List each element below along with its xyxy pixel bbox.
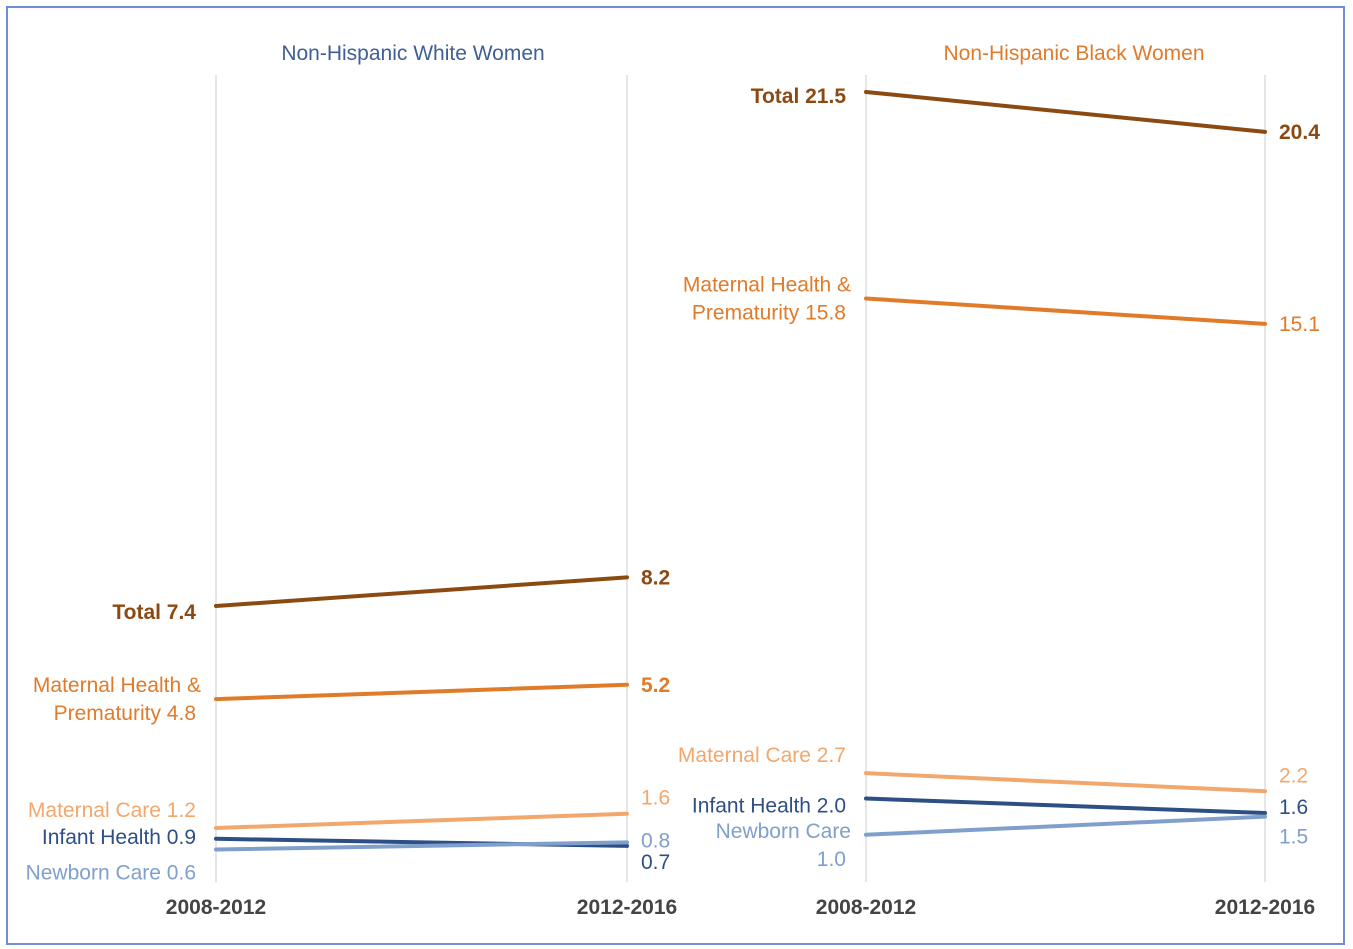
end-label-black-women-infant-health: 1.6: [1279, 796, 1308, 819]
category-label-white-women-0: 2008-2012: [166, 896, 266, 919]
start-label-white-women-maternal-health-prematurity: Prematurity 4.8: [54, 702, 196, 725]
end-label-black-women-total: 20.4: [1279, 121, 1320, 144]
series-line-black-women-maternal-care: [864, 771, 1267, 794]
start-label-white-women-infant-health: Infant Health 0.9: [42, 826, 196, 849]
series-line-white-women-total: [214, 575, 629, 608]
end-label-white-women-infant-health: 0.7: [641, 851, 670, 874]
series-line-white-women-maternal-health-prematurity: [214, 682, 629, 702]
series-line-black-women-maternal-health-prematurity: [864, 296, 1267, 326]
category-label-white-women-1: 2012-2016: [577, 896, 677, 919]
series-line-white-women-newborn-care: [214, 840, 629, 852]
category-label-black-women-1: 2012-2016: [1215, 896, 1315, 919]
start-label-white-women-newborn-care: Newborn Care 0.6: [26, 862, 196, 885]
end-label-white-women-total: 8.2: [641, 566, 670, 589]
panel-title-black-women: Non-Hispanic Black Women: [943, 42, 1204, 65]
end-label-white-women-maternal-care: 1.6: [641, 787, 670, 810]
start-label-black-women-infant-health: Infant Health 2.0: [692, 795, 846, 818]
start-label-black-women-newborn-care: 1.0: [817, 848, 846, 871]
start-label-black-women-maternal-health-prematurity: Maternal Health &: [683, 274, 851, 297]
start-label-white-women-total: Total 7.4: [112, 601, 196, 624]
end-label-white-women-maternal-health-prematurity: 5.2: [641, 674, 670, 697]
series-line-black-women-total: [864, 90, 1267, 134]
category-label-black-women-0: 2008-2012: [816, 896, 916, 919]
series-line-black-women-newborn-care: [864, 814, 1267, 837]
end-label-black-women-maternal-health-prematurity: 15.1: [1279, 313, 1320, 336]
series-line-black-women-infant-health: [864, 796, 1267, 816]
series-line-white-women-maternal-care: [214, 811, 629, 831]
start-label-black-women-maternal-care: Maternal Care 2.7: [678, 744, 846, 767]
start-label-black-women-total: Total 21.5: [751, 85, 847, 108]
end-label-black-women-maternal-care: 2.2: [1279, 764, 1308, 787]
start-label-white-women-maternal-health-prematurity: Maternal Health &: [33, 674, 201, 697]
panel-title-white-women: Non-Hispanic White Women: [281, 42, 544, 65]
chart-frame: [6, 6, 1345, 945]
start-label-black-women-maternal-health-prematurity: Prematurity 15.8: [692, 302, 846, 325]
start-label-white-women-maternal-care: Maternal Care 1.2: [28, 799, 196, 822]
end-label-white-women-newborn-care: 0.8: [641, 829, 670, 852]
start-label-black-women-newborn-care: Newborn Care: [716, 820, 851, 843]
end-label-black-women-newborn-care: 1.5: [1279, 826, 1308, 849]
